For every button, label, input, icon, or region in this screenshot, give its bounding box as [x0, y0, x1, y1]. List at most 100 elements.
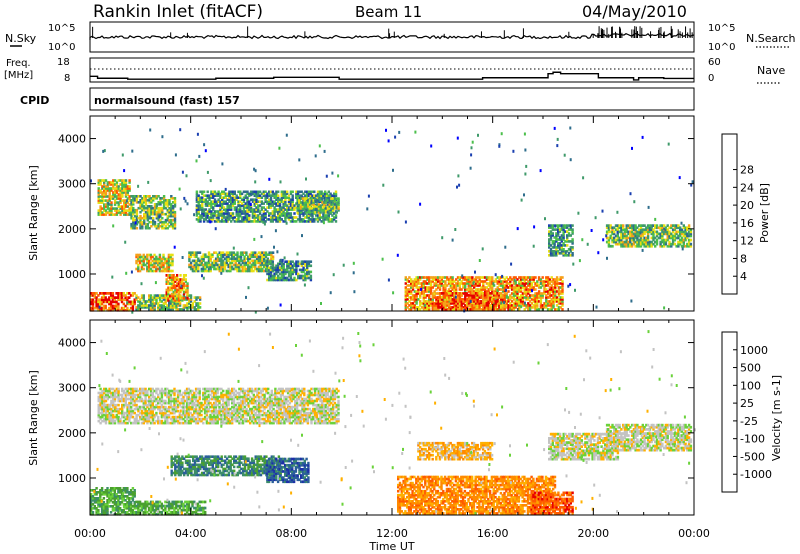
echo-cell	[240, 216, 244, 219]
echo-cell	[321, 201, 324, 204]
echo-cell	[661, 234, 664, 238]
echo-cell	[241, 259, 244, 263]
echo-cell	[269, 276, 273, 280]
echo-speck	[423, 303, 426, 307]
echo-cell	[645, 244, 648, 248]
echo-cell	[199, 220, 202, 223]
echo-cell	[275, 218, 278, 221]
echo-cell	[266, 266, 269, 270]
echo-cell	[111, 296, 115, 299]
echo-cell	[523, 288, 526, 291]
echo-cell	[244, 206, 247, 209]
echo-cell	[546, 302, 550, 305]
echo-cell	[629, 242, 632, 246]
echo-cell	[103, 181, 106, 184]
echo-cell	[420, 286, 424, 289]
echo-cell	[639, 226, 643, 230]
echo-cell	[686, 234, 689, 238]
echo-cell	[549, 230, 553, 233]
echo-cell	[159, 199, 162, 202]
echo-cell	[206, 220, 209, 223]
echo-cell	[541, 304, 544, 307]
echo-cell	[237, 202, 240, 205]
echo-cell	[410, 280, 413, 283]
echo-cell	[659, 234, 662, 238]
echo-cell	[485, 308, 488, 311]
echo-cell	[643, 242, 646, 246]
echo-cell	[309, 214, 312, 217]
echo-cell	[543, 306, 546, 309]
echo-cell	[144, 206, 148, 210]
echo-cell	[327, 194, 330, 197]
echo-cell	[153, 261, 156, 265]
echo-cell	[571, 248, 574, 251]
echo-cell	[97, 191, 100, 194]
echo-speck	[481, 247, 484, 251]
echo-cell	[280, 214, 283, 217]
echo-cell	[121, 191, 124, 194]
echo-cell	[333, 207, 337, 210]
echo-cell	[408, 296, 411, 299]
echo-cell	[227, 265, 230, 269]
echo-cell	[137, 306, 140, 309]
echo-cell	[261, 257, 264, 261]
echo-cell	[90, 505, 93, 508]
echo-cell	[246, 200, 249, 203]
echo-cell	[111, 308, 115, 312]
echo-cell	[433, 276, 436, 279]
echo-cell	[124, 296, 127, 299]
echo-cell	[507, 282, 510, 285]
echo-speck	[556, 137, 559, 141]
echo-cell	[474, 290, 478, 293]
echo-cell	[258, 210, 262, 213]
echo-cell	[492, 300, 496, 303]
echo-cell	[99, 302, 102, 306]
echo-cell	[639, 240, 643, 244]
echo-cell	[255, 269, 259, 273]
echo-cell	[197, 200, 200, 203]
echo-cell	[501, 306, 505, 309]
echo-cell	[558, 238, 562, 241]
echo-cell	[569, 246, 572, 249]
echo-cell	[271, 251, 275, 254]
echo-cell	[167, 292, 170, 296]
echo-cell	[286, 260, 289, 263]
echo-cell	[112, 207, 115, 210]
echo-cell	[546, 278, 550, 281]
echo-speck	[419, 202, 422, 206]
echo-cell	[541, 296, 544, 299]
echo-cell	[309, 264, 313, 268]
echo-cell	[103, 195, 106, 198]
echo-cell	[406, 280, 409, 283]
echo-cell	[406, 292, 409, 295]
echo-cell	[207, 255, 211, 259]
echo-cell	[451, 308, 454, 311]
echo-cell	[241, 267, 244, 271]
echo-cell	[458, 278, 461, 281]
echo-cell	[206, 196, 209, 199]
echo-cell	[562, 250, 565, 253]
echo-cell	[663, 230, 666, 234]
echo-cell	[213, 220, 217, 223]
echo-cell	[162, 296, 165, 299]
echo-cell	[235, 214, 238, 217]
echo-cell	[451, 298, 454, 301]
echo-cell	[316, 214, 320, 217]
echo-cell	[210, 206, 213, 209]
echo-cell	[652, 236, 655, 240]
echo-cell	[207, 253, 211, 256]
echo-speck	[572, 262, 575, 266]
echo-cell	[130, 212, 133, 216]
echo-cell	[487, 292, 490, 295]
echo-cell	[230, 208, 233, 211]
echo-cell	[324, 192, 327, 196]
echo-cell	[242, 212, 246, 215]
echo-cell	[634, 224, 637, 227]
echo-cell	[442, 286, 445, 289]
echo-cell	[305, 216, 309, 219]
echo-cell	[122, 298, 125, 302]
echo-cell	[133, 208, 137, 212]
echo-cell	[247, 265, 250, 269]
echo-cell	[525, 276, 528, 279]
echo-cell	[240, 202, 244, 205]
